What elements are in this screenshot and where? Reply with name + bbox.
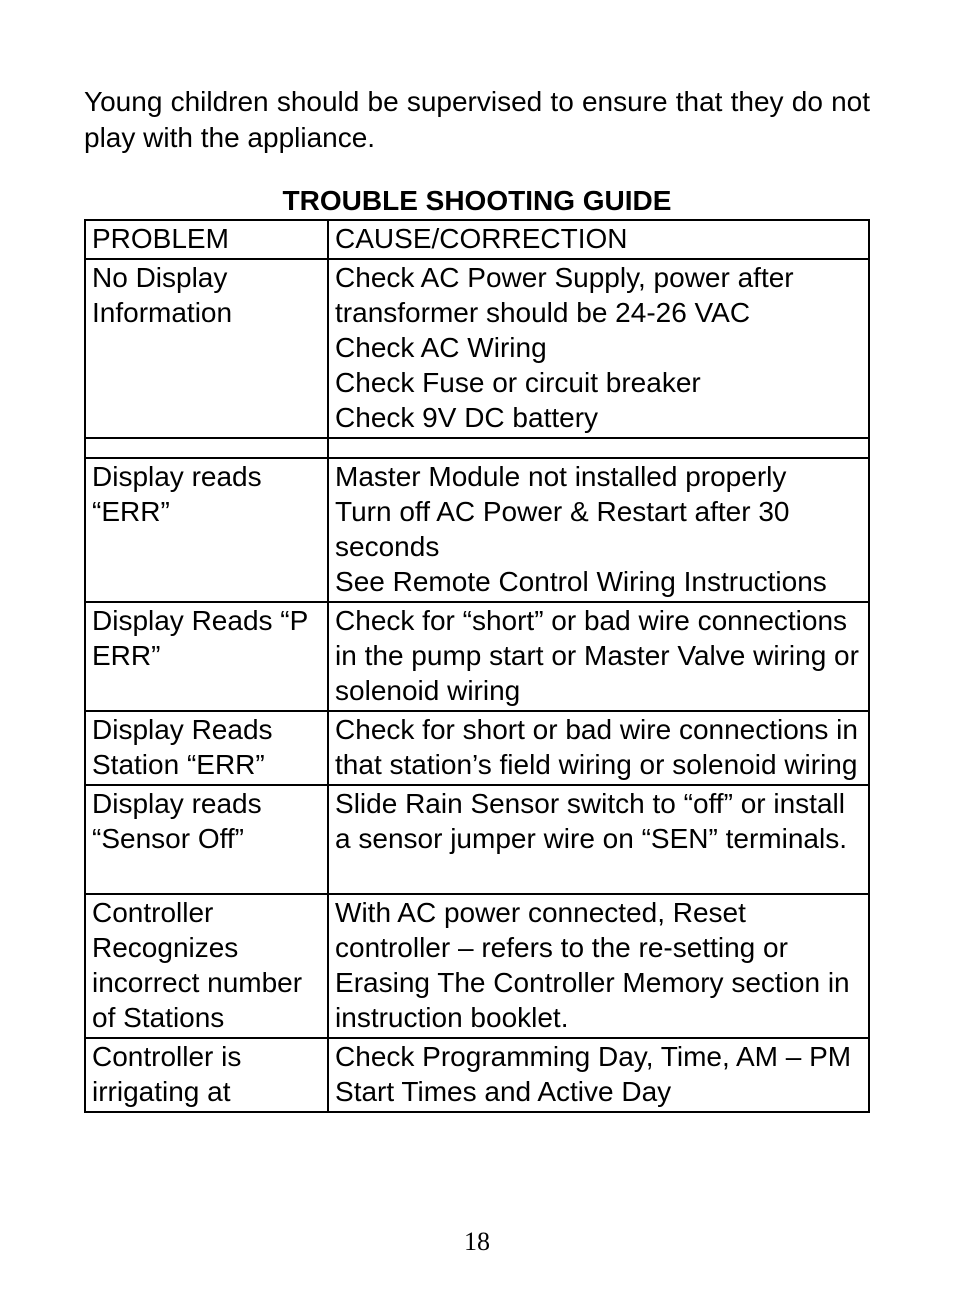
cause-cell: Check Programming Day, Time, AM – PM Sta…	[328, 1038, 869, 1112]
table-row	[85, 438, 869, 458]
table-row: Display Reads “P ERR”Check for “short” o…	[85, 602, 869, 711]
problem-cell: Controller is irrigating at	[85, 1038, 328, 1112]
table-row: Display reads “ERR”Master Module not ins…	[85, 458, 869, 602]
cause-cell: Check AC Power Supply, power after trans…	[328, 259, 869, 438]
table-row: Display Reads Station “ERR”Check for sho…	[85, 711, 869, 785]
problem-cell: Display reads “ERR”	[85, 458, 328, 602]
cause-cell: With AC power connected, Reset controlle…	[328, 894, 869, 1038]
table-row: Display reads “Sensor Off”Slide Rain Sen…	[85, 785, 869, 894]
cause-cell: Check for short or bad wire connections …	[328, 711, 869, 785]
table-header-row: PROBLEM CAUSE/CORRECTION	[85, 220, 869, 259]
problem-cell: Display reads “Sensor Off”	[85, 785, 328, 894]
troubleshooting-table: PROBLEM CAUSE/CORRECTION No Display Info…	[84, 219, 870, 1113]
problem-cell: Display Reads “P ERR”	[85, 602, 328, 711]
guide-title: TROUBLE SHOOTING GUIDE	[84, 185, 870, 217]
problem-cell: Display Reads Station “ERR”	[85, 711, 328, 785]
table-row: No Display InformationCheck AC Power Sup…	[85, 259, 869, 438]
spacer-cell	[328, 438, 869, 458]
header-problem: PROBLEM	[85, 220, 328, 259]
cause-cell: Check for “short” or bad wire connection…	[328, 602, 869, 711]
problem-cell: No Display Information	[85, 259, 328, 438]
table-row: Controller Recognizes incorrect number o…	[85, 894, 869, 1038]
page-number: 18	[0, 1227, 954, 1257]
cause-cell: Master Module not installed properlyTurn…	[328, 458, 869, 602]
intro-paragraph: Young children should be supervised to e…	[84, 84, 870, 157]
spacer-cell	[85, 438, 328, 458]
page: Young children should be supervised to e…	[0, 0, 954, 1301]
cause-cell: Slide Rain Sensor switch to “off” or ins…	[328, 785, 869, 894]
header-cause: CAUSE/CORRECTION	[328, 220, 869, 259]
table-row: Controller is irrigating atCheck Program…	[85, 1038, 869, 1112]
problem-cell: Controller Recognizes incorrect number o…	[85, 894, 328, 1038]
